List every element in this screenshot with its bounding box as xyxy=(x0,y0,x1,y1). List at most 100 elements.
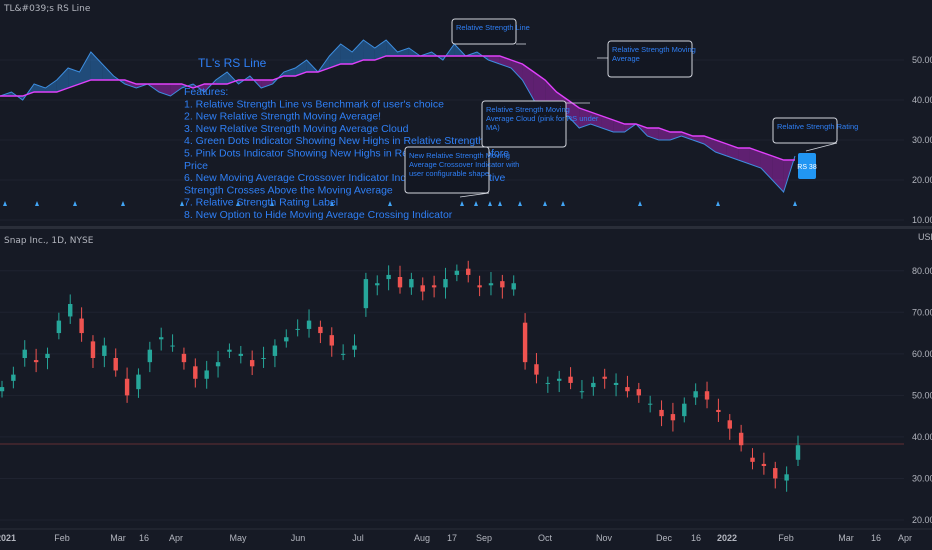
upper-pane-title[interactable]: TL&#039;s RS Line xyxy=(3,4,91,14)
rs-cloud-segment xyxy=(522,64,534,100)
candle xyxy=(45,347,50,370)
rs-cloud-segment xyxy=(760,152,773,180)
candle xyxy=(795,435,801,466)
rs-cloud-segment xyxy=(261,80,273,88)
upper-y-tick-label: 50.00 xyxy=(912,55,932,65)
rs-cloud-segment xyxy=(340,44,353,64)
candle-body xyxy=(761,463,767,466)
rs-cloud-segment xyxy=(329,44,341,68)
callout-pointer xyxy=(459,192,490,198)
callout-rs-line: Relative Strength Line xyxy=(451,18,530,45)
candle xyxy=(261,346,266,368)
x-axis[interactable]: 2021 Feb Mar 16 Apr May Jun Jul Aug 17 Sep Oct Nov De… xyxy=(0,528,932,543)
candle-body xyxy=(443,279,448,288)
candle xyxy=(33,348,39,373)
candle-body xyxy=(738,432,744,446)
rs-cloud-segment xyxy=(68,68,80,88)
candle-body xyxy=(193,366,198,379)
candle-body xyxy=(181,353,187,363)
lower-y-axis[interactable]: 80.00 70.00 60.00 50.00 40.00 30.00 20.00 xyxy=(912,266,932,525)
candle xyxy=(22,340,27,367)
upper-y-axis[interactable]: 50.00 40.00 30.00 20.00 10.00 xyxy=(912,55,932,225)
crossover-marker xyxy=(561,201,565,206)
callout-box xyxy=(607,40,693,78)
candle-body xyxy=(773,468,778,479)
candle-body xyxy=(68,304,73,317)
candle-body xyxy=(500,281,505,288)
candle xyxy=(557,370,562,393)
callout-text: Average Cloud (pink for RS under xyxy=(486,114,599,123)
crossover-marker xyxy=(518,201,522,206)
candle xyxy=(534,353,539,384)
candle xyxy=(738,424,744,452)
lower-y-tick-label: 70.00 xyxy=(912,307,932,317)
rs-cloud-segment xyxy=(363,40,375,60)
x-tick-label: Jun xyxy=(291,533,306,543)
candle-body xyxy=(318,326,323,334)
pane-divider[interactable] xyxy=(0,226,932,229)
candle-body xyxy=(682,403,687,417)
candle xyxy=(238,345,243,364)
candle xyxy=(522,313,528,370)
callout-text: Average Crossover Indicator with xyxy=(409,160,519,169)
lower-y-tick-label: 20.00 xyxy=(912,515,932,525)
candle xyxy=(159,327,164,351)
lower-pane-title[interactable]: Snap Inc., 1D, NYSE xyxy=(4,236,94,246)
candle xyxy=(215,350,221,378)
candle-body xyxy=(284,337,289,342)
candle xyxy=(431,275,437,298)
candle xyxy=(306,309,312,338)
candle xyxy=(227,343,232,358)
candle xyxy=(704,381,710,409)
rs-badge-text: RS 38 xyxy=(797,164,817,171)
rs-cloud-segment xyxy=(749,148,761,168)
candle-body xyxy=(670,414,676,421)
candle xyxy=(693,383,698,405)
candle xyxy=(488,272,494,296)
candle-body xyxy=(534,364,539,375)
callout-text: Relative Strength Moving xyxy=(612,45,696,54)
upper-y-tick-label: 10.00 xyxy=(912,215,932,225)
x-tick-label: May xyxy=(229,533,247,543)
candle-body xyxy=(45,353,50,358)
callout-box xyxy=(481,100,567,148)
crossover-marker xyxy=(543,201,547,206)
rs-cloud-segment xyxy=(590,112,602,128)
callout-text: MA) xyxy=(486,123,500,132)
candle-body xyxy=(375,283,380,286)
candle-body xyxy=(591,382,596,388)
candle-body xyxy=(409,279,414,288)
crossover-marker xyxy=(270,201,274,206)
x-tick-label: Apr xyxy=(898,533,912,543)
x-tick-label: 16 xyxy=(139,533,149,543)
candle xyxy=(591,376,596,396)
candle xyxy=(773,461,778,489)
lower-axis-unit: USD xyxy=(918,232,932,242)
callout-text: Relative Strength Moving xyxy=(486,105,570,114)
candle-body xyxy=(477,285,482,288)
candle xyxy=(477,275,482,297)
candle-body xyxy=(79,318,84,334)
candle xyxy=(363,272,369,317)
upper-pane: TL&#039;s RS Line 50.00 40.00 30.00 20.00 10… xyxy=(0,0,932,226)
rs-line xyxy=(0,39,796,193)
lower-y-tick-label: 30.00 xyxy=(912,473,932,483)
candle-body xyxy=(557,378,562,381)
rs-cloud-segment xyxy=(45,80,57,92)
x-tick-label: Mar xyxy=(110,533,126,543)
candle xyxy=(181,347,187,370)
crossover-marker xyxy=(793,201,797,206)
candle-body xyxy=(170,345,175,347)
callout-text: New Relative Strength Moving xyxy=(409,151,510,160)
callout-text: Average xyxy=(612,54,640,63)
candle-body xyxy=(636,389,641,396)
candle-body xyxy=(659,409,664,417)
candle-body xyxy=(568,376,573,383)
rs-cloud-segment xyxy=(79,52,91,84)
candle-body xyxy=(647,403,653,405)
rs-cloud-segment xyxy=(374,40,387,60)
candle xyxy=(682,397,687,423)
rs-cloud-segment xyxy=(170,84,182,96)
candle xyxy=(204,360,209,389)
